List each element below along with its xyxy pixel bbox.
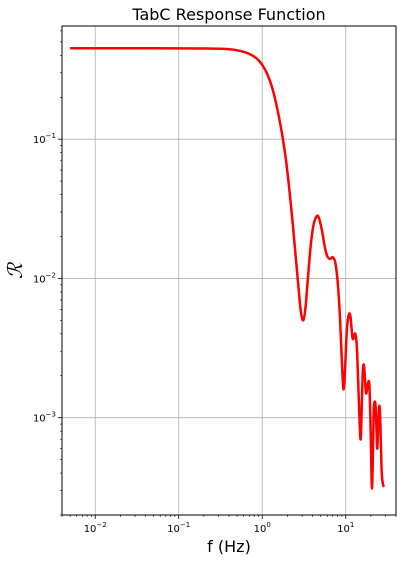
x-tick-label: 100 bbox=[254, 521, 271, 535]
series-group bbox=[70, 46, 386, 490]
x-axis-label: f (Hz) bbox=[207, 537, 251, 556]
axes-frame bbox=[61, 25, 397, 516]
x-tick-label: 10−2 bbox=[84, 521, 107, 535]
x-axis-ticks: 10−2 10−1 100 101 bbox=[84, 515, 354, 535]
chart-title: TabC Response Function bbox=[131, 5, 325, 24]
response-line bbox=[70, 46, 386, 490]
y-tick-label: 10−2 bbox=[33, 271, 56, 285]
y-axis-label: ℛ bbox=[3, 261, 27, 279]
y-axis-ticks: 10−3 10−2 10−1 bbox=[33, 132, 62, 425]
y-tick-label: 10−3 bbox=[33, 411, 56, 425]
x-tick-label: 10−1 bbox=[167, 521, 190, 535]
grid bbox=[62, 26, 396, 515]
x-tick-label: 101 bbox=[337, 521, 354, 535]
y-tick-label: 10−1 bbox=[33, 132, 56, 146]
